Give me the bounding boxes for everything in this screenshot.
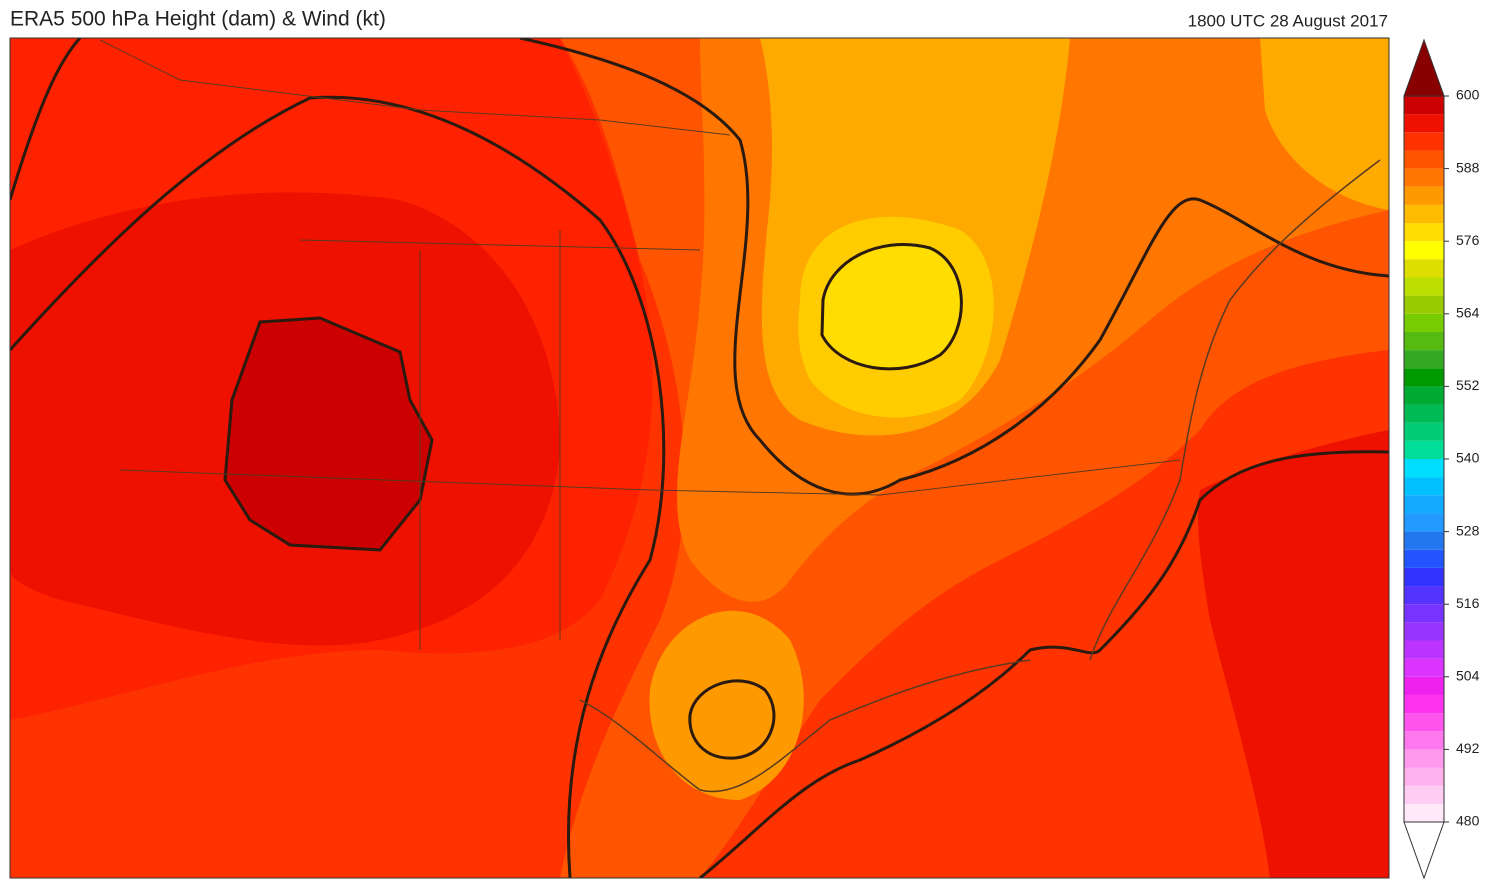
colorbar-bin <box>1404 295 1444 314</box>
colorbar-bin <box>1404 204 1444 224</box>
field-597 <box>225 318 432 550</box>
colorbar-bin <box>1404 277 1444 296</box>
colorbar-bin <box>1404 422 1444 441</box>
colorbar-bin <box>1404 186 1444 205</box>
colorbar-under <box>1403 821 1445 880</box>
colorbar-label: 588 <box>1456 159 1480 175</box>
colorbar-bin <box>1404 259 1444 278</box>
colorbar-label: 576 <box>1456 232 1480 248</box>
colorbar-bin <box>1404 495 1444 514</box>
colorbar-bin <box>1404 767 1444 786</box>
colorbar-bin <box>1404 350 1444 369</box>
map-frame <box>9 37 1390 879</box>
colorbar-bin <box>1404 803 1444 822</box>
field-594-atl <box>1198 430 1389 878</box>
colorbar-bin <box>1404 567 1444 587</box>
colorbar-bin <box>1404 223 1444 242</box>
colorbar-label: 540 <box>1456 450 1480 466</box>
colorbar-bin <box>1404 132 1444 151</box>
field-579-ne <box>1260 38 1389 210</box>
field-573 <box>822 244 962 369</box>
map <box>10 38 1389 878</box>
colorbar-bin <box>1404 658 1444 677</box>
colorbar: 480 492 504 516 528 540 552 564 576 588 600 <box>1403 38 1480 880</box>
colorbar-bin <box>1404 604 1444 623</box>
date: 1800 UTC 28 August 2017 <box>1188 11 1388 30</box>
colorbar-bin <box>1404 731 1444 750</box>
colorbar-bin <box>1404 549 1444 568</box>
colorbar-bin <box>1404 331 1444 351</box>
colorbar-bin <box>1404 694 1444 714</box>
colorbar-bin <box>1404 586 1444 605</box>
colorbar-bin <box>1404 313 1444 332</box>
colorbar-label: 504 <box>1456 668 1480 684</box>
boundary <box>99 39 1181 650</box>
colorbar-bin <box>1404 440 1444 459</box>
field-582 <box>649 610 804 800</box>
colorbar-bin <box>1404 531 1444 550</box>
colorbar-bin <box>1404 676 1444 695</box>
colorbar-over <box>1403 38 1445 97</box>
colorbar-bin <box>1404 368 1444 387</box>
colorbar-bin <box>1404 513 1444 532</box>
colorbar-label: 552 <box>1456 377 1480 393</box>
colorbar-label: 564 <box>1456 305 1480 321</box>
colorbar-bin <box>1404 477 1444 496</box>
colorbar-bin <box>1404 785 1444 804</box>
colorbar-label: 480 <box>1456 813 1480 829</box>
title: ERA5 500 hPa Height (dam) & Wind (kt) <box>10 8 386 31</box>
coastline <box>579 159 1381 793</box>
contour <box>688 679 776 760</box>
contour <box>10 38 666 878</box>
colorbar-bin <box>1404 241 1444 260</box>
colorbar-bin <box>1404 640 1444 659</box>
contour <box>519 38 1389 496</box>
contour <box>820 243 963 371</box>
colorbar-bin <box>1404 114 1444 133</box>
colorbar-label: 492 <box>1456 740 1480 756</box>
contour <box>699 450 1389 878</box>
colorbar-bin <box>1404 386 1444 405</box>
colorbar-bin <box>1404 713 1444 732</box>
colorbar-label: 600 <box>1456 87 1480 103</box>
colorbar-bin <box>1404 622 1444 641</box>
colorbar-bin <box>1404 749 1444 768</box>
colorbar-label: 528 <box>1456 522 1480 538</box>
colorbar-bin <box>1404 96 1444 115</box>
contour <box>223 316 434 552</box>
colorbar-bin <box>1404 404 1444 423</box>
colorbar-bin <box>1404 150 1444 169</box>
colorbar-bin <box>1404 168 1444 187</box>
colorbar-label: 516 <box>1456 595 1480 611</box>
colorbar-bin <box>1404 459 1444 478</box>
